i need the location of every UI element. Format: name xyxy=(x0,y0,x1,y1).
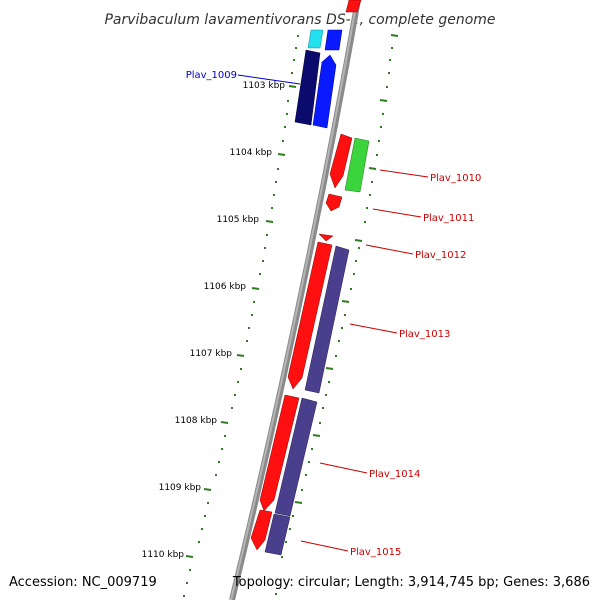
gene-label-plav-1010[interactable]: Plav_1010 xyxy=(430,173,481,184)
gene-label-plav-1013[interactable]: Plav_1013 xyxy=(399,329,450,340)
gene-features xyxy=(250,0,370,556)
gene-label-plav-1014[interactable]: Plav_1014 xyxy=(369,469,420,480)
gene-label-plav-1015[interactable]: Plav_1015 xyxy=(350,547,401,558)
topology-summary: Topology: circular; Length: 3,914,745 bp… xyxy=(232,575,590,590)
gene-feature[interactable] xyxy=(324,29,343,51)
kbp-label: 1104 kbp xyxy=(230,148,273,158)
gene-feature[interactable] xyxy=(294,49,321,126)
genome-backbone xyxy=(229,0,361,600)
kbp-label: 1108 kbp xyxy=(175,416,218,426)
gene-label-plav-1009[interactable]: Plav_1009 xyxy=(186,70,237,81)
gene-feature[interactable] xyxy=(304,245,350,394)
label-leader-lines xyxy=(237,74,429,552)
kbp-label: 1103 kbp xyxy=(243,81,286,91)
gene-feature[interactable] xyxy=(325,193,343,212)
kbp-label: 1106 kbp xyxy=(204,282,247,292)
gene-feature[interactable] xyxy=(250,509,273,551)
gene-feature[interactable] xyxy=(264,513,291,556)
kbp-label: 1109 kbp xyxy=(159,483,202,493)
gene-feature[interactable] xyxy=(287,241,333,390)
gene-feature[interactable] xyxy=(259,394,300,512)
scale-labels: 1103 kbp 1104 kbp 1105 kbp 1106 kbp 1107… xyxy=(142,81,286,560)
gene-feature[interactable] xyxy=(329,133,353,189)
gene-labels: Plav_1009 Plav_1010 Plav_1011 Plav_1012 … xyxy=(186,70,482,558)
gene-label-plav-1011[interactable]: Plav_1011 xyxy=(423,213,474,224)
gene-feature[interactable] xyxy=(274,397,318,517)
gene-feature[interactable] xyxy=(318,233,334,242)
accession-text: Accession: NC_009719 xyxy=(9,575,157,590)
kbp-label: 1107 kbp xyxy=(190,349,233,359)
gene-feature[interactable] xyxy=(312,54,337,129)
map-title: Parvibaculum lavamentivorans DS-1, compl… xyxy=(104,12,495,28)
scale-ticks-outer xyxy=(294,34,399,504)
kbp-label: 1105 kbp xyxy=(217,215,260,225)
gene-feature[interactable] xyxy=(344,137,370,193)
scale-ring-outer xyxy=(275,47,393,595)
gene-label-plav-1012[interactable]: Plav_1012 xyxy=(415,250,466,261)
scale-ring-inner xyxy=(183,35,299,597)
gene-feature[interactable] xyxy=(345,0,362,13)
kbp-label: 1110 kbp xyxy=(142,550,185,560)
gene-feature[interactable] xyxy=(307,29,324,49)
scale-ticks-inner xyxy=(185,85,297,558)
